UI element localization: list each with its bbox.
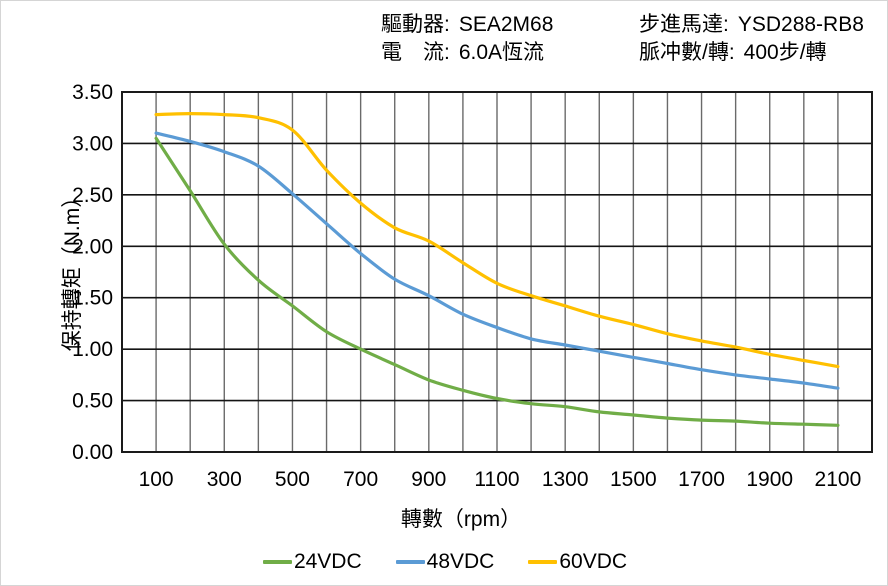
legend-swatch-60vdc-icon xyxy=(528,560,558,564)
driver-row: 驅動器: SEA2M68 xyxy=(381,11,553,39)
svg-text:500: 500 xyxy=(275,468,310,491)
svg-text:300: 300 xyxy=(207,468,242,491)
current-value: 6.0A恆流 xyxy=(458,41,545,64)
legend-item-60vdc: 60VDC xyxy=(528,550,627,574)
svg-text:3.50: 3.50 xyxy=(72,81,113,104)
svg-text:100: 100 xyxy=(139,468,174,491)
svg-text:2.00: 2.00 xyxy=(72,235,113,258)
pulses-label: 脈冲數/轉: xyxy=(639,41,735,64)
legend-swatch-48vdc-icon xyxy=(395,560,425,564)
svg-text:2.50: 2.50 xyxy=(72,184,113,207)
motor-label: 步進馬達: xyxy=(639,13,729,36)
svg-text:1500: 1500 xyxy=(610,468,657,491)
svg-text:1300: 1300 xyxy=(542,468,589,491)
svg-text:3.00: 3.00 xyxy=(72,132,113,155)
chart-legend: 24VDC 48VDC 60VDC xyxy=(1,550,887,574)
x-axis-title: 轉數（rpm） xyxy=(400,508,522,531)
svg-text:1700: 1700 xyxy=(678,468,725,491)
svg-text:1.50: 1.50 xyxy=(72,287,113,310)
current-label: 電 流: xyxy=(381,41,450,64)
legend-item-24vdc: 24VDC xyxy=(262,550,362,574)
legend-item-48vdc: 48VDC xyxy=(395,550,495,574)
svg-text:1.00: 1.00 xyxy=(72,338,113,361)
pulses-value: 400步/轉 xyxy=(743,41,827,64)
current-row: 電 流: 6.0A恆流 xyxy=(381,39,553,67)
svg-text:0.00: 0.00 xyxy=(72,441,113,464)
svg-text:900: 900 xyxy=(411,468,446,491)
legend-label-24vdc: 24VDC xyxy=(293,550,362,573)
pulses-row: 脈冲數/轉: 400步/轉 xyxy=(639,39,864,67)
driver-value: SEA2M68 xyxy=(458,13,554,36)
svg-text:1100: 1100 xyxy=(474,468,519,491)
header-motor-block: 步進馬達: YSD288-RB8 脈冲數/轉: 400步/轉 xyxy=(639,11,864,67)
legend-label-60vdc: 60VDC xyxy=(559,550,628,573)
driver-label: 驅動器: xyxy=(381,13,450,36)
y-axis-title: 保持轉矩（N.m） xyxy=(61,186,84,352)
legend-swatch-24vdc-icon xyxy=(262,560,292,564)
header-driver-block: 驅動器: SEA2M68 電 流: 6.0A恆流 xyxy=(381,11,553,67)
legend-label-48vdc: 48VDC xyxy=(426,550,495,573)
svg-text:1900: 1900 xyxy=(746,468,793,491)
motor-value: YSD288-RB8 xyxy=(737,13,864,36)
svg-text:0.50: 0.50 xyxy=(72,390,113,413)
svg-text:2100: 2100 xyxy=(815,468,862,491)
motor-row: 步進馬達: YSD288-RB8 xyxy=(639,11,864,39)
svg-text:700: 700 xyxy=(343,468,378,491)
